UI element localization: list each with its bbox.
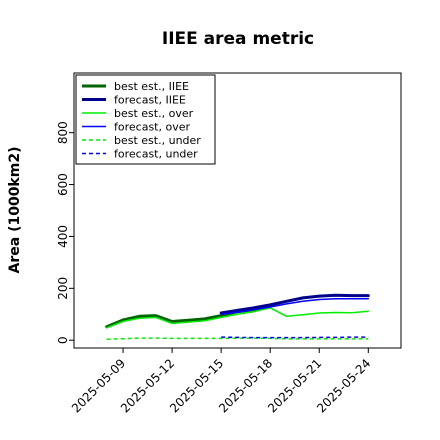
series-layer [105, 293, 370, 340]
legend-entry-label: best est., under [114, 134, 201, 147]
legend-entry-label: forecast, over [114, 121, 190, 134]
series-line-3 [220, 297, 370, 316]
y-tick-label: 0 [56, 336, 70, 344]
legend-entry-label: best est., over [114, 107, 194, 120]
legend-entry-label: best est., IIEE [114, 80, 189, 93]
y-tick-label: 200 [56, 277, 70, 300]
y-tick-label: 600 [56, 173, 70, 196]
y-axis-label: Area (1000km2) [7, 147, 23, 274]
y-axis-ticks: 0 200 400 600 800 [56, 121, 74, 344]
series-line-2 [105, 307, 370, 329]
legend-box [75, 74, 216, 165]
plot-frame [73, 72, 402, 349]
series-line-4 [106, 337, 369, 340]
y-tick-label: 800 [56, 121, 70, 144]
series-line-5 [221, 336, 369, 339]
legend-entry-label: forecast, IIEE [114, 94, 186, 107]
y-tick-label: 400 [56, 225, 70, 248]
x-axis-ticks: 2025-05-092025-05-122025-05-152025-05-18… [69, 348, 373, 415]
series-line-1 [219, 293, 370, 315]
chart-title: IIEE area metric [162, 29, 314, 49]
legend-entry-label: forecast, under [114, 148, 198, 161]
